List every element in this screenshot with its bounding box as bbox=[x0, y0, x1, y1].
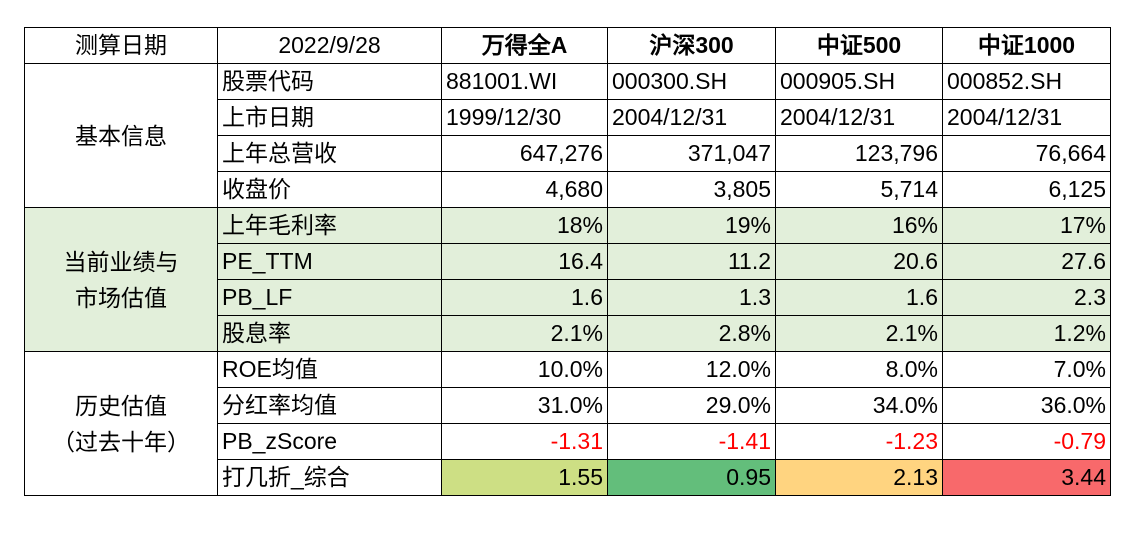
header-index: 万得全A bbox=[441, 27, 608, 64]
section-title-line: 当前业绩与 bbox=[63, 248, 179, 275]
value-cell: 5,714 bbox=[775, 171, 943, 208]
value-cell: 3.44 bbox=[942, 459, 1111, 496]
value-cell: 1.2% bbox=[942, 315, 1111, 352]
value-cell: 123,796 bbox=[775, 135, 943, 172]
row-label: 收盘价 bbox=[217, 171, 442, 208]
value-cell: 3,805 bbox=[607, 171, 776, 208]
value-cell: 17% bbox=[942, 207, 1111, 244]
section-title: 基本信息 bbox=[24, 63, 218, 208]
value-cell: 2.1% bbox=[441, 315, 608, 352]
value-cell: 12.0% bbox=[607, 351, 776, 388]
value-cell: 76,664 bbox=[942, 135, 1111, 172]
table-row: 历史估值 （过去十年） ROE均值 10.0% 12.0% 8.0% 7.0% bbox=[24, 351, 1111, 496]
table-row: PB_LF 1.6 1.3 1.6 2.3 bbox=[25, 279, 1111, 316]
value-cell: 20.6 bbox=[775, 243, 943, 280]
row-label: PB_LF bbox=[217, 279, 442, 316]
value-cell: 2.1% bbox=[775, 315, 943, 352]
table-row: 分红率均值 31.0% 29.0% 34.0% 36.0% bbox=[25, 387, 1111, 424]
header-row: 测算日期 2022/9/28 万得全A 沪深300 中证500 中证1000 bbox=[24, 27, 1111, 64]
value-cell: 0.95 bbox=[607, 459, 776, 496]
value-cell: 2.8% bbox=[607, 315, 776, 352]
value-cell: 19% bbox=[607, 207, 776, 244]
value-cell: 11.2 bbox=[607, 243, 776, 280]
value-cell: 34.0% bbox=[775, 387, 943, 424]
value-cell: 000300.SH bbox=[607, 63, 776, 100]
value-cell: 6,125 bbox=[942, 171, 1111, 208]
value-cell: -1.31 bbox=[441, 423, 608, 460]
value-cell: 29.0% bbox=[607, 387, 776, 424]
row-label: 上年总营收 bbox=[217, 135, 442, 172]
row-label: 分红率均值 bbox=[217, 387, 442, 424]
value-cell: -1.23 bbox=[775, 423, 943, 460]
section-title-line: 历史估值 bbox=[75, 392, 167, 419]
row-label: 打几折_综合 bbox=[217, 459, 442, 496]
row-label: ROE均值 bbox=[217, 351, 442, 388]
value-cell: 4,680 bbox=[441, 171, 608, 208]
header-index: 中证1000 bbox=[942, 27, 1111, 64]
row-label: PB_zScore bbox=[217, 423, 442, 460]
section-title: 当前业绩与 市场估值 bbox=[24, 207, 218, 352]
value-cell: 16.4 bbox=[441, 243, 608, 280]
value-cell: 2004/12/31 bbox=[775, 99, 943, 136]
value-cell: 647,276 bbox=[441, 135, 608, 172]
header-index: 沪深300 bbox=[607, 27, 776, 64]
value-cell: 18% bbox=[441, 207, 608, 244]
valuation-table: 测算日期 2022/9/28 万得全A 沪深300 中证500 中证1000 基… bbox=[24, 27, 1111, 496]
row-label: 股息率 bbox=[217, 315, 442, 352]
row-label: 上市日期 bbox=[217, 99, 442, 136]
value-cell: 1.6 bbox=[441, 279, 608, 316]
header-label: 测算日期 bbox=[24, 27, 218, 64]
header-index: 中证500 bbox=[775, 27, 943, 64]
value-cell: 2004/12/31 bbox=[942, 99, 1111, 136]
section-title-line: （过去十年） bbox=[52, 428, 190, 455]
row-label: 股票代码 bbox=[217, 63, 442, 100]
value-cell: 1.55 bbox=[441, 459, 608, 496]
row-label: 上年毛利率 bbox=[217, 207, 442, 244]
table-row: 打几折_综合 1.55 0.95 2.13 3.44 bbox=[25, 459, 1111, 496]
value-cell: 2.3 bbox=[942, 279, 1111, 316]
header-date: 2022/9/28 bbox=[217, 27, 442, 64]
section-title-line: 市场估值 bbox=[75, 284, 167, 311]
value-cell: 371,047 bbox=[607, 135, 776, 172]
value-cell: 8.0% bbox=[775, 351, 943, 388]
value-cell: 881001.WI bbox=[441, 63, 608, 100]
value-cell: 000905.SH bbox=[775, 63, 943, 100]
value-cell: 16% bbox=[775, 207, 943, 244]
value-cell: 2004/12/31 bbox=[607, 99, 776, 136]
value-cell: 1.3 bbox=[607, 279, 776, 316]
table-row: PE_TTM 16.4 11.2 20.6 27.6 bbox=[25, 243, 1111, 280]
section-title: 历史估值 （过去十年） bbox=[24, 351, 218, 496]
value-cell: 2.13 bbox=[775, 459, 943, 496]
value-cell: 1999/12/30 bbox=[441, 99, 608, 136]
table-row: PB_zScore -1.31 -1.41 -1.23 -0.79 bbox=[25, 423, 1111, 460]
value-cell: -0.79 bbox=[942, 423, 1111, 460]
value-cell: 10.0% bbox=[441, 351, 608, 388]
table-row: 当前业绩与 市场估值 上年毛利率 18% 19% 16% 17% bbox=[24, 207, 1111, 352]
value-cell: 1.6 bbox=[775, 279, 943, 316]
value-cell: 27.6 bbox=[942, 243, 1111, 280]
table-row: 收盘价 4,680 3,805 5,714 6,125 bbox=[25, 171, 1111, 208]
value-cell: 7.0% bbox=[942, 351, 1111, 388]
value-cell: 31.0% bbox=[441, 387, 608, 424]
value-cell: -1.41 bbox=[607, 423, 776, 460]
table-row: 基本信息 股票代码 881001.WI 000300.SH 000905.SH 00085… bbox=[24, 63, 1111, 208]
table-row: 股息率 2.1% 2.8% 2.1% 1.2% bbox=[25, 315, 1111, 352]
value-cell: 000852.SH bbox=[942, 63, 1111, 100]
value-cell: 36.0% bbox=[942, 387, 1111, 424]
row-label: PE_TTM bbox=[217, 243, 442, 280]
